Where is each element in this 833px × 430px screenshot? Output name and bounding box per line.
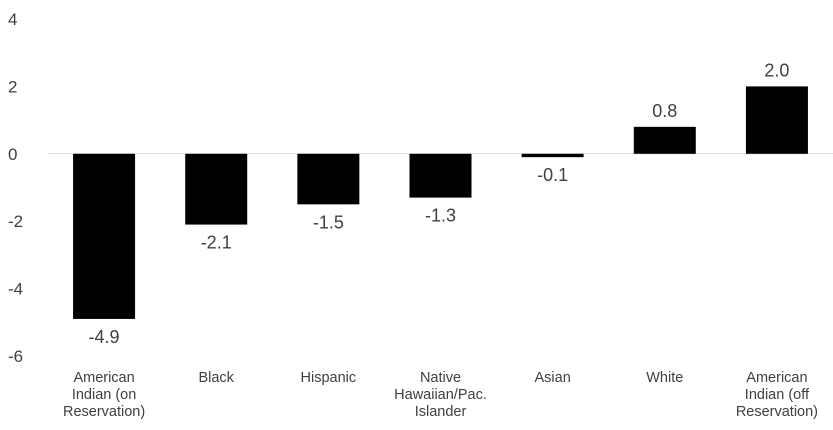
category-label: Reservation): [63, 404, 145, 420]
data-label: -1.3: [425, 206, 456, 226]
y-tick-label: 4: [8, 10, 17, 29]
bar: [185, 153, 248, 225]
category-label: American: [73, 370, 134, 386]
bar: [297, 153, 360, 205]
category-label: Asian: [535, 370, 571, 386]
bar: [745, 86, 808, 154]
category-label: American: [746, 370, 807, 386]
data-label: -0.1: [537, 165, 568, 185]
category-label: Native: [420, 370, 461, 386]
y-tick-label: 2: [8, 77, 17, 96]
data-label: 0.8: [652, 101, 677, 121]
bar: [521, 153, 584, 158]
bar: [409, 153, 472, 198]
category-label: Islander: [415, 404, 467, 420]
bar: [633, 126, 696, 154]
category-label: Indian (off: [745, 387, 810, 403]
category-label: Hawaiian/Pac.: [394, 387, 487, 403]
bar: [73, 153, 136, 319]
y-tick-label: -4: [8, 280, 23, 299]
data-label: 2.0: [764, 60, 789, 80]
category-label: White: [646, 370, 683, 386]
y-tick-label: 0: [8, 145, 17, 164]
y-tick-label: -2: [8, 212, 23, 231]
data-label: -1.5: [313, 212, 344, 232]
y-tick-label: -6: [8, 347, 23, 366]
category-label: Indian (on: [72, 387, 137, 403]
data-label: -2.1: [201, 233, 232, 253]
data-label: -4.9: [89, 327, 120, 347]
category-label: Reservation): [736, 404, 818, 420]
category-label: Hispanic: [301, 370, 357, 386]
category-label: Black: [198, 370, 234, 386]
